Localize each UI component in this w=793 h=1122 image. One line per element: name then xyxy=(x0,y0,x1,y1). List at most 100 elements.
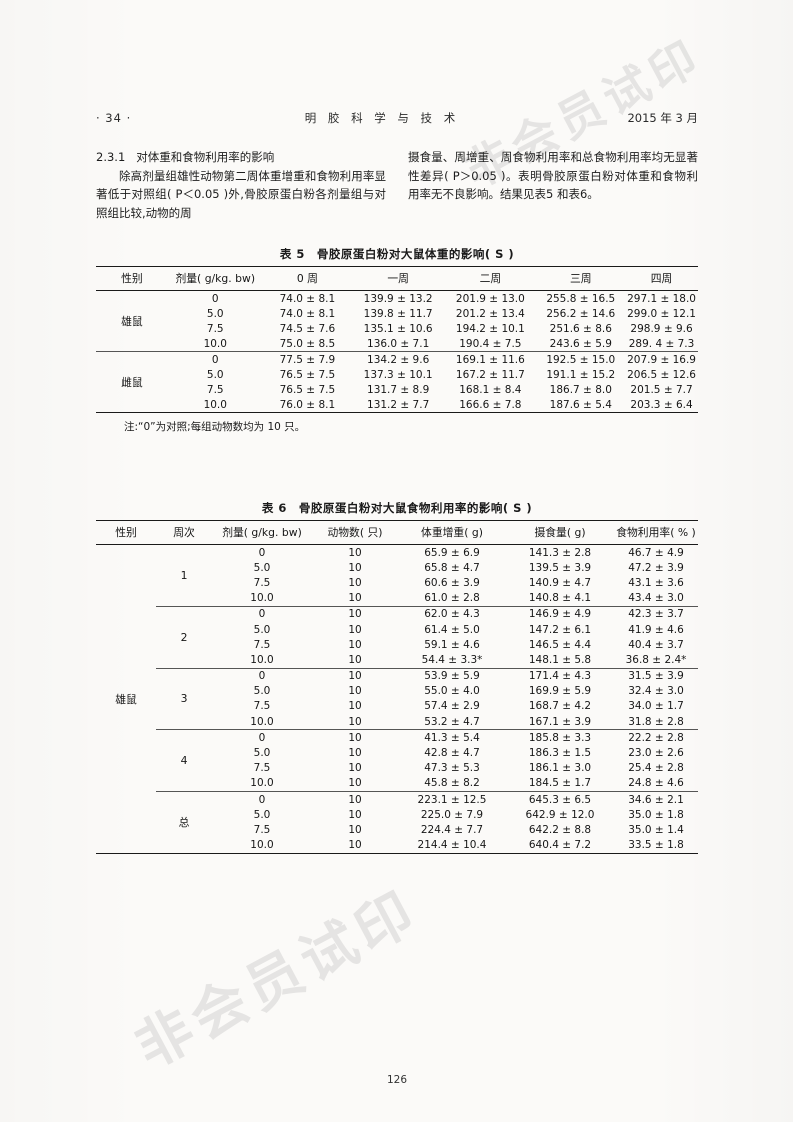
table6-col-intake: 摄食量( g) xyxy=(534,526,586,539)
cell: 75.0 ± 8.5 xyxy=(279,337,336,350)
cell: 10.0 xyxy=(250,715,274,728)
table6-week-label: 1 xyxy=(180,568,188,582)
cell: 10.0 xyxy=(250,777,274,790)
cell: 298.9 ± 9.6 xyxy=(630,322,693,335)
cell: 65.9 ± 6.9 xyxy=(424,546,480,559)
cell: 41.9 ± 4.6 xyxy=(628,623,684,636)
table5-caption: 表 5 骨胶原蛋白粉对大鼠体重的影响( S ) xyxy=(279,247,515,261)
cell: 168.7 ± 4.2 xyxy=(528,700,592,713)
cell: 74.5 ± 7.6 xyxy=(279,322,336,335)
cell: 0 xyxy=(212,791,312,808)
table6-body: 雄鼠 1 0 10 65.9 ± 6.9 141.3 ± 2.8 46.7 ± … xyxy=(96,544,698,854)
cell: 5.0 xyxy=(253,747,271,760)
cell: 77.5 ± 7.9 xyxy=(262,351,353,367)
table-row: 2 0 10 62.0 ± 4.3 146.9 ± 4.9 42.3 ± 3.7 xyxy=(96,605,698,668)
cell: 243.6 ± 5.9 xyxy=(549,337,612,350)
cell: 0 xyxy=(212,667,312,684)
table-row: 总 0 10 223.1 ± 12.5 645.3 ± 6.5 34.6 ± 2… xyxy=(96,791,698,854)
table-row: 10.0 10 45.8 ± 8.2 184.5 ± 1.7 24.8 ± 4.… xyxy=(96,776,698,792)
table5-col-dose: 剂量( g/kg. bw) xyxy=(175,272,256,285)
cell: 7.5 xyxy=(253,762,271,775)
cell: 59.1 ± 4.6 xyxy=(424,638,480,651)
table6-week-label: 3 xyxy=(156,667,212,730)
cell: 10 xyxy=(348,685,362,698)
table5-head: 性别 剂量( g/kg. bw) 0 周 一周 二周 三周 四周 xyxy=(96,266,698,291)
table5: 性别 剂量( g/kg. bw) 0 周 一周 二周 三周 四周 雄鼠 0 74… xyxy=(96,266,698,413)
table6-col-dose: 剂量( g/kg. bw) xyxy=(222,526,302,539)
cell: 185.8 ± 3.3 xyxy=(506,729,614,746)
cell: 645.3 ± 6.5 xyxy=(506,791,614,808)
right-paragraph: 摄食量、周增重、周食物利用率和总食物利用率均无显著性差异( P＞0.05 )。表… xyxy=(408,150,698,202)
table5-col-w2: 二周 xyxy=(479,272,502,285)
cell: 5.0 xyxy=(253,623,271,636)
cell: 0 xyxy=(167,351,263,367)
cell: 186.7 ± 8.0 xyxy=(549,383,612,396)
table-row: 5.0 10 65.8 ± 4.7 139.5 ± 3.9 47.2 ± 3.9 xyxy=(96,560,698,575)
cell: 31.8 ± 2.8 xyxy=(628,715,684,728)
table-row: 10.0 10 54.4 ± 3.3* 148.1 ± 5.8 36.8 ± 2… xyxy=(96,652,698,668)
cell: 225.0 ± 7.9 xyxy=(420,808,484,821)
cell: 42.3 ± 3.7 xyxy=(614,605,698,622)
table5-col-w4: 四周 xyxy=(650,272,673,285)
cell: 134.2 ± 9.6 xyxy=(352,351,445,367)
table6-week-total: 总 xyxy=(156,791,212,854)
cell: 207.9 ± 16.9 xyxy=(625,351,698,367)
table5-note: 注:“0”为对照;每组动物数均为 10 只。 xyxy=(124,421,306,433)
cell: 194.2 ± 10.1 xyxy=(455,322,525,335)
cell: 141.3 ± 2.8 xyxy=(528,546,592,559)
cell: 10 xyxy=(348,576,362,589)
cell: 10 xyxy=(348,638,362,651)
table-row: 3 0 10 53.9 ± 5.9 171.4 ± 4.3 31.5 ± 3.9 xyxy=(96,667,698,730)
table-row: 雄鼠 0 74.0 ± 8.1 139.9 ± 13.2 201.9 ± 13.… xyxy=(96,291,698,329)
cell: 640.4 ± 7.2 xyxy=(528,839,592,852)
table5-sex-male: 雄鼠 xyxy=(121,315,143,328)
table6-sex-male: 雄鼠 xyxy=(115,692,137,706)
table-row: 7.5 10 59.1 ± 4.6 146.5 ± 4.4 40.4 ± 3.7 xyxy=(96,637,698,652)
cell: 33.5 ± 1.8 xyxy=(628,839,684,852)
table-row: 7.5 10 60.6 ± 3.9 140.9 ± 4.7 43.1 ± 3.6 xyxy=(96,575,698,590)
cell: 34.6 ± 2.1 xyxy=(614,791,698,808)
cell: 24.8 ± 4.6 xyxy=(628,777,684,790)
cell: 35.0 ± 1.8 xyxy=(628,808,684,821)
table6-col-week: 周次 xyxy=(173,526,195,539)
cell: 76.5 ± 7.5 xyxy=(279,368,336,381)
table6-week-label: 2 xyxy=(156,605,212,668)
cell: 23.0 ± 2.6 xyxy=(628,747,684,760)
cell: 299.0 ± 12.1 xyxy=(627,307,696,320)
cell: 5.0 xyxy=(206,368,224,381)
page-content: · 34 · 明 胶 科 学 与 技 术 2015 年 3 月 2.3.1 对体… xyxy=(96,0,698,1122)
cell: 57.4 ± 2.9 xyxy=(424,700,480,713)
cell: 167.2 ± 11.7 xyxy=(455,368,525,381)
table-row: 10.0 10 214.4 ± 10.4 640.4 ± 7.2 33.5 ± … xyxy=(96,838,698,854)
cell: 47.2 ± 3.9 xyxy=(628,561,684,574)
table-row: 雄鼠 1 0 10 65.9 ± 6.9 141.3 ± 2.8 46.7 ± … xyxy=(96,545,698,706)
table6-col-count: 动物数( 只) xyxy=(327,526,383,539)
cell: 10 xyxy=(348,777,362,790)
table5-header-row: 性别 剂量( g/kg. bw) 0 周 一周 二周 三周 四周 xyxy=(96,266,698,291)
cell: 35.0 ± 1.4 xyxy=(628,823,684,836)
cell: 43.1 ± 3.6 xyxy=(628,576,684,589)
section-heading: 2.3.1 对体重和食物利用率的影响 xyxy=(96,148,386,167)
cell: 7.5 xyxy=(253,823,271,836)
section-title: 对体重和食物利用率的影响 xyxy=(136,150,275,164)
cell: 256.2 ± 14.6 xyxy=(546,307,616,320)
cell: 169.9 ± 5.9 xyxy=(528,685,592,698)
cell: 76.5 ± 7.5 xyxy=(279,383,336,396)
cell: 10 xyxy=(348,653,362,666)
table-row: 雌鼠 0 77.5 ± 7.9 134.2 ± 9.6 169.1 ± 11.6… xyxy=(96,351,698,413)
cell: 139.5 ± 3.9 xyxy=(528,561,592,574)
table-row: 7.5 74.5 ± 7.6 135.1 ± 10.6 194.2 ± 10.1… xyxy=(96,321,698,336)
cell: 34.0 ± 1.7 xyxy=(628,700,684,713)
running-head: · 34 · 明 胶 科 学 与 技 术 2015 年 3 月 xyxy=(96,110,698,126)
cell: 206.5 ± 12.6 xyxy=(627,368,696,381)
table-row: 5.0 10 225.0 ± 7.9 642.9 ± 12.0 35.0 ± 1… xyxy=(96,807,698,822)
cell: 61.0 ± 2.8 xyxy=(424,592,480,605)
cell: 131.7 ± 8.9 xyxy=(367,383,430,396)
cell: 140.9 ± 4.7 xyxy=(528,576,592,589)
cell: 148.1 ± 5.8 xyxy=(528,653,592,666)
cell: 5.0 xyxy=(253,561,271,574)
page-marker: · 34 · xyxy=(96,111,132,125)
cell: 139.9 ± 13.2 xyxy=(363,292,433,305)
cell: 168.1 ± 8.4 xyxy=(459,383,522,396)
cell: 10.0 xyxy=(250,839,274,852)
